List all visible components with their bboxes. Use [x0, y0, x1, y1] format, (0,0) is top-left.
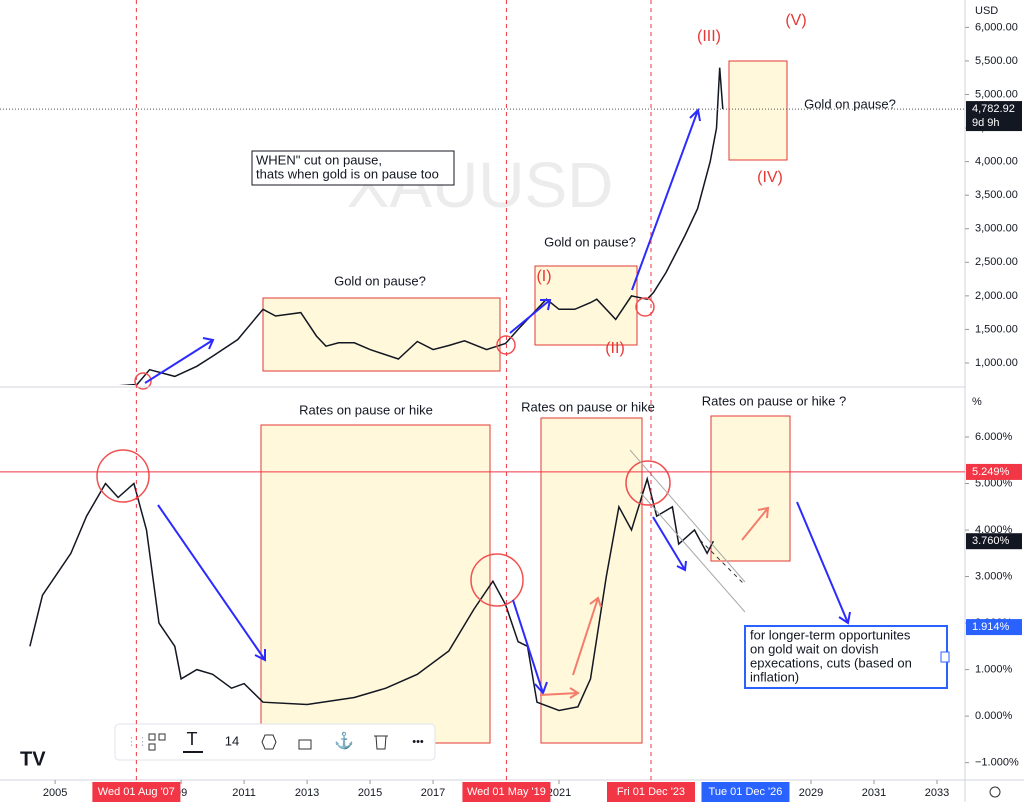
level-tag [966, 533, 1022, 550]
price-tag [966, 101, 1022, 132]
annotation: Rates on pause or hike ? [702, 393, 847, 408]
note-line: on gold wait on dovish [750, 641, 879, 656]
wave-label: (II) [605, 340, 625, 357]
toolbar-icon[interactable] [148, 733, 166, 751]
y-tick-label: 5,000.00 [975, 88, 1018, 100]
x-tick-label: 2031 [862, 787, 886, 799]
y-tick-label: 1,000.00 [975, 357, 1018, 369]
date-label: Wed 01 Aug '07 [98, 786, 175, 798]
annotation: Gold on pause? [334, 273, 426, 288]
y-tick-label: 2,000.00 [975, 290, 1018, 302]
price-line [29, 476, 715, 712]
y-tick-label: 5,500.00 [975, 55, 1018, 67]
note-line: thats when gold is on pause too [256, 166, 439, 181]
note-box [251, 150, 455, 186]
y-tick-label: 1,500.00 [975, 323, 1018, 335]
y-tick-label: 2,500.00 [975, 256, 1018, 268]
settings-icon[interactable] [261, 734, 277, 750]
date-label-bg [92, 782, 181, 802]
wave-label: (IV) [757, 169, 783, 186]
y-tick-label: 3,500.00 [975, 189, 1018, 201]
lock-icon[interactable] [298, 739, 312, 750]
y-tick-label: 1.000% [975, 664, 1013, 676]
note-line: for longer-term opportunites [750, 627, 911, 642]
y-tick-label: 3,000.00 [975, 223, 1018, 235]
date-label: Tue 01 Dec '26 [709, 786, 783, 798]
level-tag-text: 3.760% [972, 535, 1010, 547]
y-tick-label: 4.000% [975, 524, 1013, 536]
date-label-bg [701, 782, 790, 802]
x-tick-label: 2005 [43, 787, 67, 799]
x-tick-label: 2015 [358, 787, 382, 799]
date-label: Fri 01 Dec '23 [617, 786, 685, 798]
drawings [96, 107, 851, 699]
date-label-bg [462, 782, 551, 802]
date-label: Wed 01 May '19 [467, 786, 546, 798]
more-icon[interactable]: ••• [412, 736, 424, 748]
wave-label: (III) [697, 28, 721, 45]
x-tick-label: 2013 [295, 787, 319, 799]
annotation: Gold on pause? [544, 234, 636, 249]
text-tool[interactable]: T [187, 729, 198, 749]
axis-title: USD [975, 5, 998, 17]
price-line [118, 67, 724, 385]
note-line: epxecations, cuts (based on [750, 655, 912, 670]
level-tag [966, 463, 1022, 480]
level-tag-text: 5.249% [972, 466, 1010, 478]
x-tick-label: 2029 [799, 787, 823, 799]
y-tick-label: 4,000.00 [975, 156, 1018, 168]
countdown: 9d 9h [972, 117, 1000, 129]
trash-icon[interactable] [374, 735, 388, 750]
x-tick-label: 2011 [232, 787, 256, 799]
y-tick-label: −1.000% [975, 757, 1019, 769]
wave-label: (V) [785, 12, 806, 29]
settings-button[interactable] [989, 786, 1001, 798]
y-tick-label: 6.000% [975, 431, 1013, 443]
resize-handle[interactable] [940, 651, 950, 663]
logo: TV [20, 748, 46, 770]
annotation: Gold on pause? [804, 96, 896, 111]
price-tag-text: 4,782.92 [972, 103, 1015, 115]
date-label-bg [606, 782, 695, 802]
x-tick-label: 2021 [547, 787, 571, 799]
wave-label: (I) [536, 268, 551, 285]
axis-header [966, 0, 1024, 22]
annotation: Rates on pause or hike [299, 402, 433, 417]
note-box-blue [744, 625, 948, 689]
note-line: WHEN" cut on pause, [256, 152, 382, 167]
font-size[interactable]: 14 [225, 733, 239, 748]
series-layer [29, 67, 724, 712]
drawing-toolbar: ⋮⋮ T 14 ⚓ ••• [114, 723, 436, 761]
level-tag [966, 619, 1022, 636]
anchor-icon[interactable]: ⚓ [334, 731, 354, 750]
y-tick-label: 6,000.00 [975, 21, 1018, 33]
y-tick-label: 0.000% [975, 710, 1013, 722]
drag-handle[interactable]: ⋮⋮ [126, 736, 148, 748]
note-line: inflation) [750, 669, 799, 684]
annotation: Rates on pause or hike [521, 399, 655, 414]
y-tick-label: 3.000% [975, 570, 1013, 582]
axis-title: % [972, 396, 982, 408]
x-tick-label: 2017 [421, 787, 445, 799]
level-tag-text: 1.914% [972, 621, 1010, 633]
y-tick-label: 5.000% [975, 477, 1013, 489]
x-tick-label: 2033 [925, 787, 949, 799]
